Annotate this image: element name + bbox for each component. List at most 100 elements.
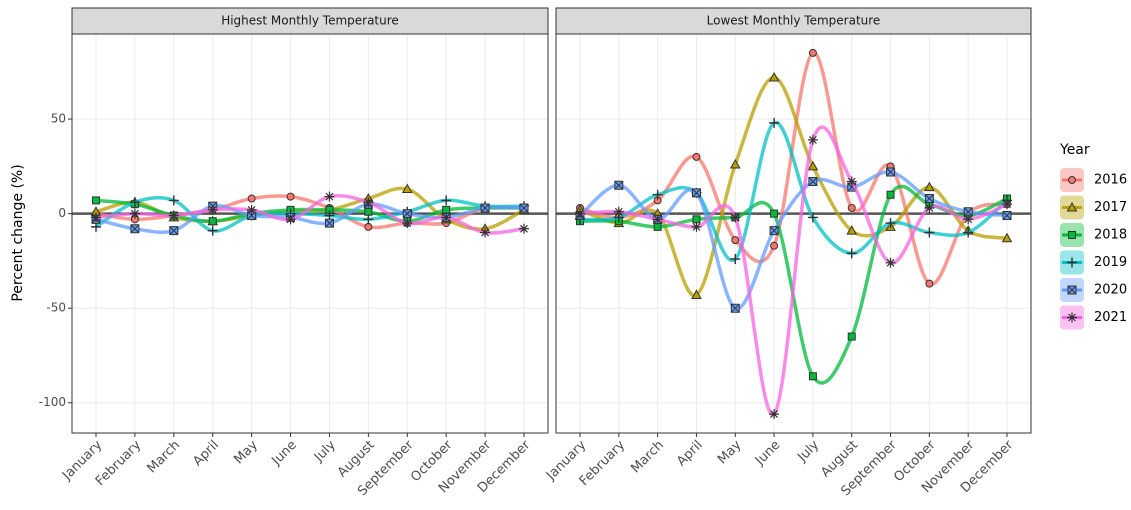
panel-border	[555, 33, 1032, 434]
data-point	[692, 215, 701, 224]
marker-shape	[846, 225, 858, 235]
x-tick-label: July	[794, 437, 822, 465]
data-point	[846, 176, 857, 187]
data-point	[730, 254, 741, 265]
strip	[71, 7, 549, 35]
marker-shape	[129, 208, 140, 219]
series-line	[579, 125, 1008, 417]
marker-shape	[1067, 312, 1077, 323]
y-axis-label: Percent change (%)	[10, 164, 26, 301]
data-point	[885, 218, 896, 229]
data-point	[730, 212, 741, 223]
marker-shape	[731, 236, 740, 245]
x-tick-label: March	[628, 438, 667, 477]
data-point	[691, 289, 702, 299]
marker-shape	[614, 180, 624, 190]
x-tick-label: May	[715, 437, 745, 467]
strip	[555, 7, 1032, 35]
marker-shape	[691, 221, 702, 232]
marker-shape	[808, 176, 818, 186]
marker-shape	[886, 167, 896, 177]
marker-shape	[285, 214, 296, 225]
data-point	[364, 222, 373, 231]
marker-shape	[168, 210, 179, 221]
x-tick-label: June	[269, 438, 300, 469]
data-point	[324, 218, 334, 228]
data-point	[808, 176, 818, 186]
legend-label: 2016	[1094, 173, 1127, 188]
marker-shape	[246, 204, 257, 215]
data-point	[285, 214, 296, 225]
marker-shape	[324, 218, 334, 228]
marker-shape	[730, 212, 741, 223]
marker-shape	[886, 190, 895, 199]
marker-shape	[168, 195, 179, 206]
marker-shape	[247, 194, 256, 203]
legend-label: 2017	[1094, 200, 1127, 215]
data-point	[924, 194, 934, 204]
legend-label: 2021	[1094, 310, 1127, 325]
marker-shape	[1068, 231, 1076, 239]
marker-shape	[691, 188, 701, 198]
legend-label: 2019	[1094, 255, 1127, 270]
marker-shape	[1067, 285, 1077, 295]
marker-shape	[770, 209, 779, 218]
marker-shape	[324, 191, 335, 202]
data-point	[808, 48, 817, 57]
data-point	[401, 183, 413, 194]
data-point	[1002, 199, 1012, 210]
marker-shape	[963, 214, 974, 225]
panel	[556, 34, 1031, 433]
data-point	[91, 212, 101, 223]
data-point	[1001, 232, 1013, 243]
marker-shape	[208, 217, 217, 226]
data-point	[441, 195, 452, 206]
data-point	[885, 257, 896, 268]
marker-shape	[1002, 199, 1012, 210]
marker-shape	[924, 227, 935, 238]
marker-shape	[885, 218, 896, 229]
data-point	[924, 181, 935, 192]
data-point	[924, 227, 935, 238]
marker-shape	[402, 218, 413, 229]
marker-shape	[807, 134, 818, 145]
marker-shape	[613, 206, 624, 217]
marker-shape	[807, 212, 818, 223]
data-point	[963, 207, 973, 217]
data-point	[613, 206, 624, 217]
data-point	[286, 192, 295, 201]
data-point	[129, 197, 140, 208]
marker-shape	[807, 160, 819, 171]
data-point	[168, 210, 179, 221]
data-point	[480, 227, 491, 238]
data-point	[846, 225, 858, 235]
data-point	[1002, 211, 1012, 221]
x-tick-label: May	[231, 437, 261, 467]
data-point	[847, 332, 856, 341]
marker-shape	[729, 158, 741, 169]
marker-shape	[963, 207, 973, 217]
legend-label: 2020	[1094, 283, 1127, 298]
data-point	[807, 134, 818, 145]
data-point	[324, 191, 335, 202]
marker-shape	[963, 227, 974, 238]
marker-shape	[480, 227, 491, 238]
marker-shape	[847, 332, 856, 341]
data-point	[652, 214, 663, 225]
legend-title: Year	[1059, 142, 1090, 158]
legend-marker	[1068, 176, 1076, 184]
marker-shape	[480, 203, 490, 213]
marker-shape	[691, 289, 702, 299]
marker-shape	[207, 204, 218, 215]
data-point	[886, 167, 896, 177]
marker-shape	[401, 183, 413, 194]
y-tick-label: 0	[58, 206, 66, 220]
marker-shape	[924, 181, 935, 192]
marker-shape	[130, 224, 140, 234]
marker-shape	[1002, 211, 1012, 221]
data-point	[364, 207, 373, 216]
data-point	[769, 117, 780, 128]
marker-shape	[169, 226, 179, 236]
marker-shape	[1067, 257, 1077, 268]
marker-shape	[846, 176, 857, 187]
